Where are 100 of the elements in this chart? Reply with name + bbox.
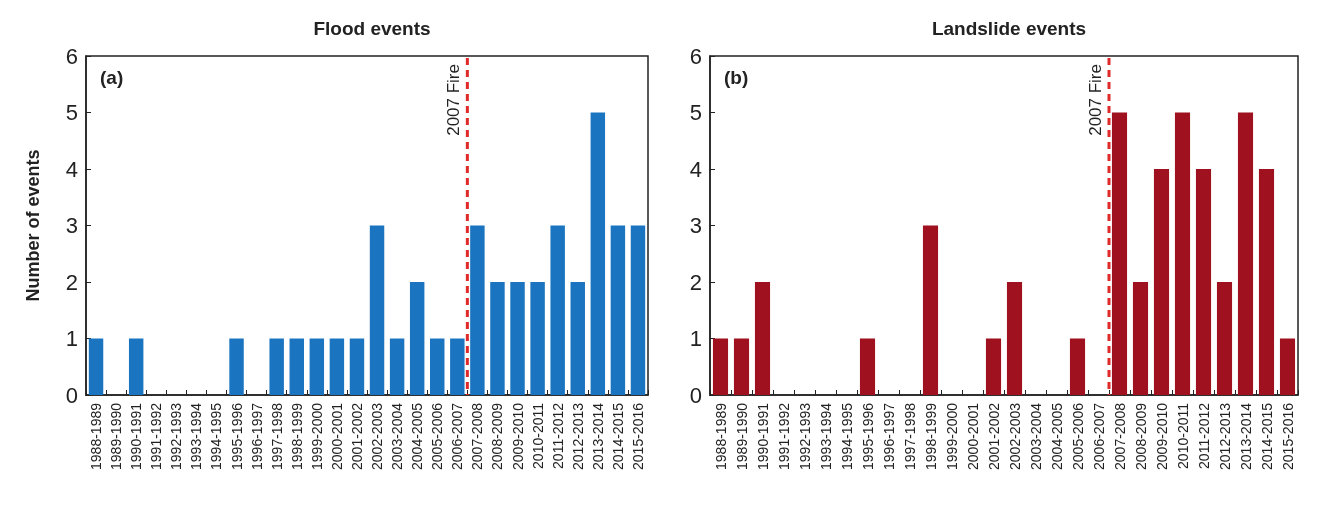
x-tick-label: 2003-2004 — [1027, 402, 1044, 470]
y-tick-label: 2 — [65, 269, 78, 295]
x-tick-label: 1999-2000 — [943, 402, 960, 470]
x-tick-label: 1989-1990 — [108, 402, 125, 470]
bar — [1132, 282, 1149, 395]
x-tick-label: 1990-1991 — [128, 402, 145, 470]
bar — [1195, 169, 1212, 395]
x-tick-label: 2013-2014 — [1237, 402, 1254, 470]
x-tick-label: 1995-1996 — [859, 402, 876, 470]
bar — [1279, 338, 1296, 395]
bar — [1153, 169, 1170, 395]
chart-title: Landslide events — [931, 18, 1087, 39]
x-tick-label: 1992-1993 — [168, 402, 185, 470]
y-tick-label: 2 — [689, 269, 702, 295]
bar — [630, 225, 646, 395]
x-tick-label: 2009-2010 — [509, 402, 526, 470]
x-tick-label: 2008-2009 — [489, 402, 506, 470]
x-tick-label: 2007-2008 — [469, 402, 486, 470]
y-tick-label: 3 — [689, 213, 702, 238]
x-tick-label: 2005-2006 — [1069, 402, 1086, 470]
x-tick-label: 2015-2016 — [1279, 402, 1296, 470]
x-tick-label: 1999-2000 — [308, 402, 325, 470]
annotation: (b) — [724, 67, 749, 88]
bar — [430, 338, 445, 395]
x-tick-label: 2001-2002 — [985, 402, 1002, 470]
x-tick-label: 1996-1997 — [248, 402, 265, 470]
x-tick-label: 1998-1999 — [922, 402, 939, 470]
y-axis-title: Number of events — [23, 149, 43, 302]
bar — [530, 282, 545, 395]
bar — [329, 338, 345, 395]
x-tick-label: 2012-2013 — [569, 402, 586, 470]
x-tick-label: 1993-1994 — [188, 402, 205, 470]
bar — [269, 338, 284, 395]
x-tick-label: 1991-1992 — [148, 402, 165, 470]
bar — [409, 282, 425, 395]
x-tick-label: 2012-2013 — [1216, 402, 1233, 470]
x-tick-label: 2007-2008 — [1111, 402, 1128, 470]
bar — [570, 282, 585, 395]
x-tick-label: 2000-2001 — [964, 402, 981, 470]
ref-line-label: 2007 Fire — [1086, 64, 1105, 136]
x-tick-label: 2014-2015 — [1258, 402, 1275, 470]
x-tick-label: 2005-2006 — [429, 402, 446, 470]
x-tick-label: 2000-2001 — [328, 402, 345, 470]
chart-title: Flood events — [313, 18, 431, 39]
x-tick-label: 2010-2011 — [1174, 402, 1191, 469]
x-tick-label: 2002-2003 — [369, 402, 386, 470]
ref-line-label: 2007 Fire — [444, 64, 464, 136]
x-tick-label: 2002-2003 — [1006, 402, 1023, 470]
y-tick-label: 4 — [689, 156, 702, 182]
bar — [590, 112, 606, 395]
y-tick-label: 6 — [689, 43, 702, 69]
bar — [349, 338, 365, 395]
bar — [309, 338, 325, 395]
y-tick-label: 3 — [65, 213, 78, 238]
bar — [470, 225, 485, 395]
x-tick-label: 1990-1991 — [754, 402, 771, 470]
bar — [859, 338, 876, 395]
x-tick-label: 2009-2010 — [1153, 402, 1170, 470]
bar — [369, 225, 385, 395]
annotation: (a) — [100, 67, 124, 88]
y-tick-label: 5 — [689, 100, 702, 125]
x-tick-label: 1997-1998 — [901, 402, 918, 470]
x-tick-label: 1994-1995 — [838, 402, 855, 470]
x-tick-label: 2015-2016 — [629, 402, 646, 470]
x-tick-label: 2001-2002 — [348, 402, 365, 470]
bar — [550, 225, 565, 395]
y-tick-label: 1 — [689, 326, 702, 351]
x-tick-label: 1998-1999 — [288, 402, 305, 470]
bar — [1069, 338, 1086, 395]
x-tick-label: 1992-1993 — [796, 402, 813, 470]
x-tick-label: 1989-1990 — [733, 402, 750, 470]
bar — [389, 338, 405, 395]
bar — [733, 338, 750, 395]
x-tick-label: 2003-2004 — [389, 402, 406, 470]
bar — [1216, 282, 1233, 395]
y-tick-label: 6 — [65, 43, 78, 69]
x-tick-label: 2010-2011 — [529, 402, 546, 469]
x-tick-label: 2008-2009 — [1132, 402, 1149, 470]
y-tick-label: 1 — [65, 326, 78, 351]
x-tick-label: 1988-1989 — [88, 402, 105, 470]
bar — [754, 282, 771, 395]
x-tick-label: 2004-2005 — [1048, 402, 1065, 470]
bar — [985, 338, 1002, 395]
bar — [490, 282, 505, 395]
x-tick-label: 1996-1997 — [880, 402, 897, 470]
bar — [1111, 112, 1128, 395]
bar — [1237, 112, 1254, 395]
x-tick-label: 2011-2012 — [549, 402, 566, 469]
bar — [712, 338, 729, 395]
x-tick-label: 1995-1996 — [228, 402, 245, 470]
bar — [450, 338, 465, 395]
x-tick-label: 1991-1992 — [775, 402, 792, 470]
x-tick-label: 1997-1998 — [268, 402, 285, 470]
bar — [922, 225, 939, 395]
bar — [1006, 282, 1023, 395]
x-tick-label: 2014-2015 — [609, 402, 626, 470]
bar — [88, 338, 104, 395]
bar — [128, 338, 144, 395]
bar — [1174, 112, 1191, 395]
bar — [510, 282, 525, 395]
